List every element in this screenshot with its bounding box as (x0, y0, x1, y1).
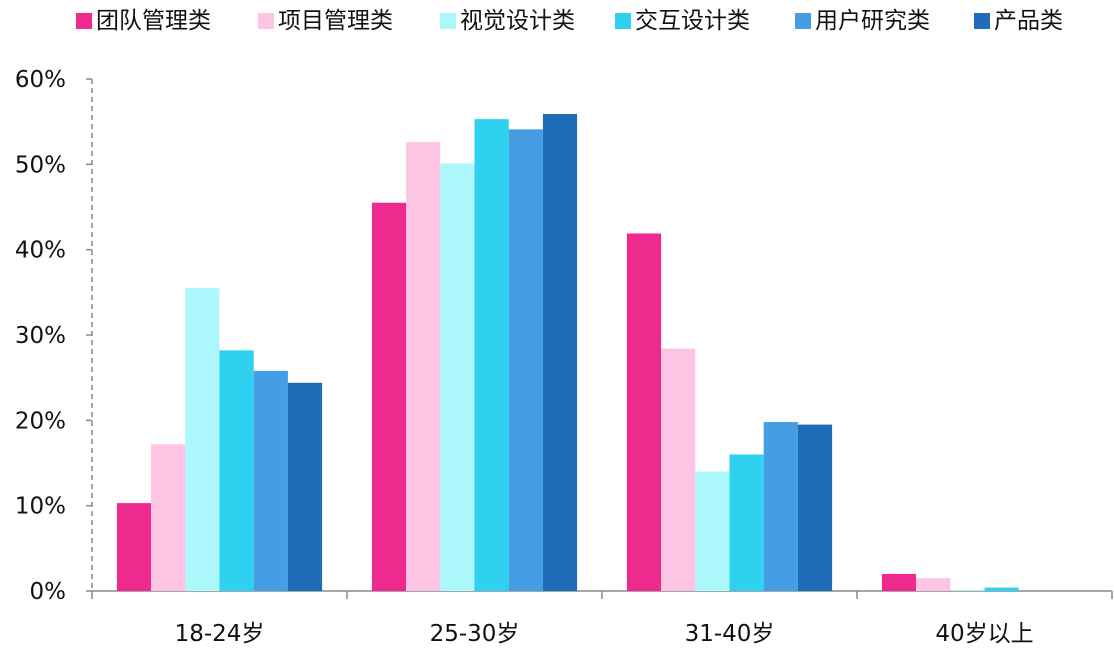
legend-swatch-1 (76, 13, 92, 29)
y-tick-label: 10% (15, 494, 66, 520)
legend: 团队管理类 项目管理类 视觉设计类 交互设计类 用户研究类 产品类 (76, 8, 1063, 34)
bar-1-4 (881, 573, 917, 591)
bar-6-1 (287, 382, 323, 591)
bar-6-2 (542, 113, 578, 591)
bar-2-4 (916, 578, 951, 591)
bar-1-2 (371, 202, 407, 591)
bar-4-1 (219, 350, 254, 591)
legend-label-4: 交互设计类 (635, 8, 750, 34)
x-tick-label: 18-24岁 (175, 621, 265, 647)
y-tick-label: 20% (15, 408, 66, 434)
bar-3-3 (695, 471, 730, 591)
legend-swatch-5 (795, 13, 811, 29)
y-tick-label: 40% (15, 238, 66, 264)
legend-swatch-4 (615, 13, 631, 29)
bar-4-4 (984, 587, 1019, 591)
x-tick-label: 25-30岁 (430, 621, 520, 647)
x-axis: 18-24岁 25-30岁 31-40岁 40岁以上 (91, 590, 1113, 647)
bar-3-4 (950, 590, 985, 591)
bar-2-2 (406, 142, 441, 591)
legend-swatch-6 (974, 13, 990, 29)
bar-1-3 (626, 233, 662, 591)
y-tick-label: 60% (15, 67, 66, 93)
bar-4-2 (474, 119, 509, 592)
bar-2-1 (151, 444, 186, 591)
bar-4-3 (729, 454, 764, 591)
legend-label-1: 团队管理类 (96, 8, 211, 34)
y-tick-label: 0% (30, 579, 67, 605)
legend-label-6: 产品类 (994, 8, 1063, 34)
x-tick-label: 40岁以上 (935, 621, 1033, 647)
bar-6-3 (797, 424, 833, 591)
legend-label-5: 用户研究类 (815, 8, 930, 34)
y-axis: 0% 10% 20% 30% 40% 50% 60% (15, 67, 93, 605)
bar-5-1 (253, 370, 288, 591)
legend-label-2: 项目管理类 (278, 8, 393, 34)
bar-1-1 (116, 503, 152, 591)
bar-2-3 (661, 348, 696, 591)
y-tick-label: 50% (15, 152, 66, 178)
legend-label-3: 视觉设计类 (460, 8, 575, 34)
bar-3-1 (185, 288, 220, 591)
bar-5-3 (763, 422, 798, 591)
x-tick-label: 31-40岁 (685, 621, 775, 647)
bars (116, 113, 1019, 592)
legend-swatch-2 (258, 13, 274, 29)
bar-3-2 (440, 163, 475, 592)
legend-swatch-3 (440, 13, 456, 29)
bar-5-2 (508, 129, 543, 591)
y-tick-label: 30% (15, 323, 66, 349)
